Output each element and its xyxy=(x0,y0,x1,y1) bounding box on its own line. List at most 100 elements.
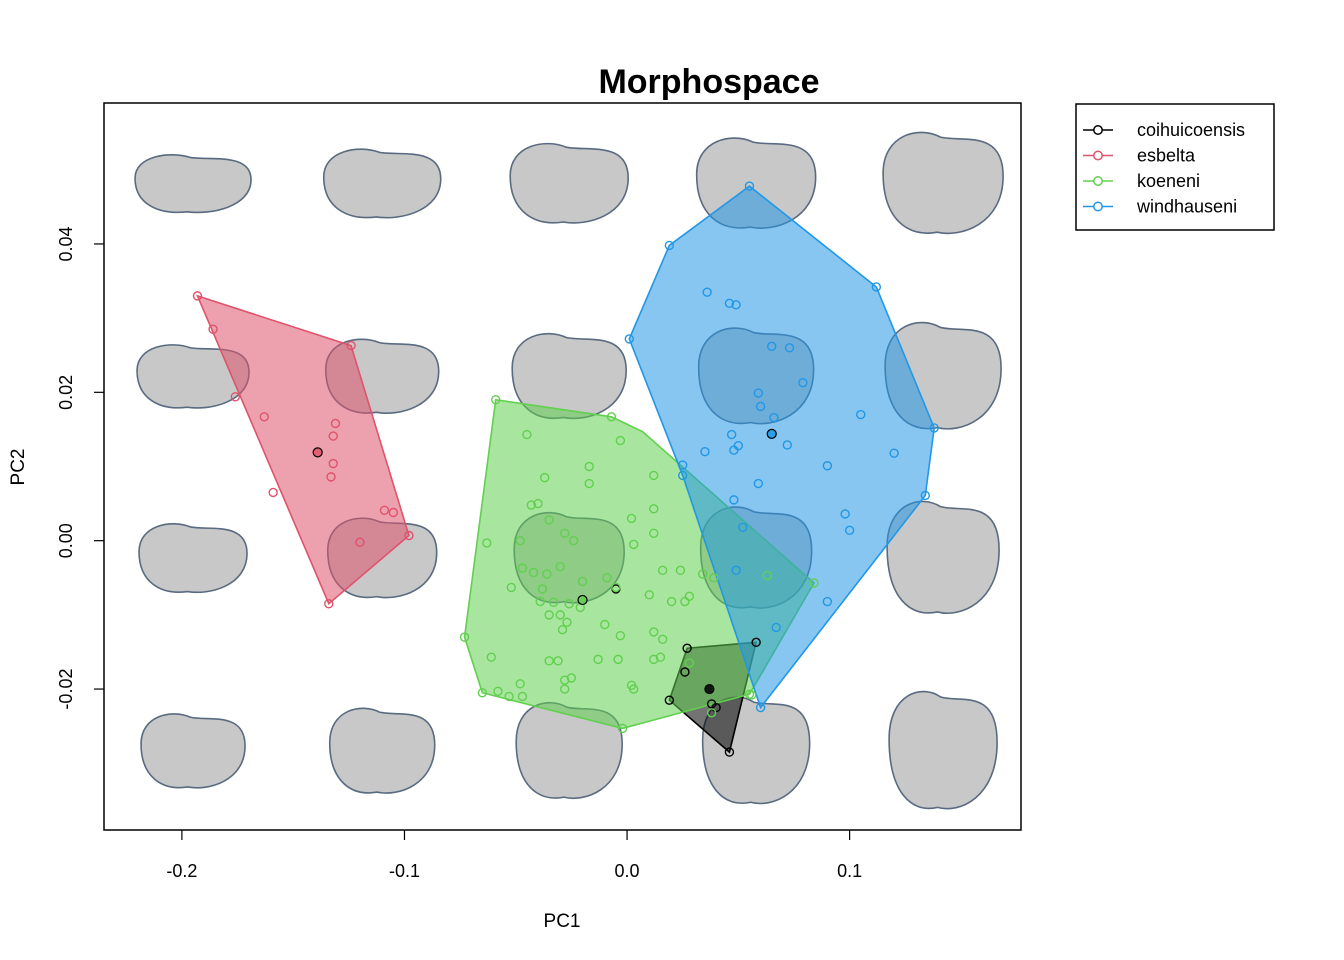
point-windhauseni xyxy=(822,596,833,607)
point-koeneni xyxy=(526,500,537,510)
centroid-esbelta xyxy=(312,447,323,458)
point-esbelta xyxy=(324,599,334,609)
centroid-windhauseni xyxy=(766,428,777,439)
background-shape xyxy=(328,707,436,794)
point-koeneni xyxy=(568,535,579,546)
point-koeneni xyxy=(560,528,570,538)
point-windhauseni xyxy=(726,429,737,440)
background-shape xyxy=(322,148,442,219)
point-koeneni xyxy=(657,634,668,645)
hull-koeneni xyxy=(463,398,816,730)
y-axis-label: PC2 xyxy=(8,449,29,486)
centroid-koeneni xyxy=(577,594,588,606)
point-koeneni xyxy=(655,652,666,662)
point-koeneni xyxy=(709,573,719,583)
point-koeneni xyxy=(544,515,554,525)
legend-marker-koeneni xyxy=(1093,176,1103,186)
point-windhauseni xyxy=(744,181,755,191)
point-windhauseni xyxy=(729,495,739,505)
point-koeneni xyxy=(548,597,559,607)
point-koeneni xyxy=(666,596,677,607)
point-koeneni xyxy=(553,656,563,666)
legend-frame xyxy=(1075,103,1275,231)
chart-title: Morphospace xyxy=(598,63,819,101)
point-koeneni xyxy=(515,535,525,546)
legend: coihuicoensis esbelta koeneni windhauseni xyxy=(1075,103,1275,231)
x-axis-label: PC1 xyxy=(544,911,581,932)
point-koeneni xyxy=(577,576,588,587)
point-esbelta xyxy=(379,505,390,515)
point-koeneni xyxy=(566,673,577,683)
point-koeneni xyxy=(698,569,708,579)
point-coihuicoensis xyxy=(706,699,717,709)
hull-windhauseni xyxy=(628,185,936,710)
point-koeneni xyxy=(611,582,621,593)
point-windhauseni xyxy=(784,343,795,353)
point-koeneni xyxy=(615,435,626,446)
centroid-coihuicoensis xyxy=(704,683,715,695)
legend-label-esbelta: esbelta xyxy=(1137,146,1196,166)
point-windhauseni xyxy=(731,565,741,576)
legend-marker-coihuicoensis xyxy=(1093,125,1103,135)
point-windhauseni xyxy=(767,341,777,352)
point-koeneni xyxy=(533,498,543,509)
point-koeneni xyxy=(657,565,668,576)
point-koeneni xyxy=(606,412,617,422)
point-koeneni xyxy=(522,429,532,440)
point-windhauseni xyxy=(738,522,748,533)
point-windhauseni xyxy=(731,300,741,310)
point-windhauseni xyxy=(929,423,939,433)
point-esbelta xyxy=(330,418,341,429)
point-koeneni xyxy=(539,472,550,483)
point-windhauseni xyxy=(782,440,792,450)
x-tick-label: -0.1 xyxy=(389,861,420,881)
point-windhauseni xyxy=(700,446,710,457)
y-tick-label: -0.02 xyxy=(56,669,76,710)
point-koeneni xyxy=(542,569,552,579)
point-koeneni xyxy=(555,610,565,620)
point-koeneni xyxy=(459,632,470,642)
background-shape xyxy=(882,131,1004,235)
point-koeneni xyxy=(544,656,554,666)
legend-label-koeneni: koeneni xyxy=(1137,171,1200,191)
point-coihuicoensis xyxy=(664,695,675,705)
y-tick-label: 0.04 xyxy=(56,226,76,261)
background-shape xyxy=(888,690,998,810)
point-windhauseni xyxy=(753,478,764,489)
point-koeneni xyxy=(493,686,503,696)
point-koeneni xyxy=(504,691,514,702)
background-shape xyxy=(138,523,248,594)
legend-label-windhauseni: windhauseni xyxy=(1136,197,1237,217)
x-tick-label: 0.1 xyxy=(837,861,862,881)
point-windhauseni xyxy=(753,388,764,398)
point-koeneni xyxy=(684,591,695,602)
point-koeneni xyxy=(515,679,525,689)
point-esbelta xyxy=(208,324,218,334)
point-koeneni xyxy=(762,570,772,581)
point-koeneni xyxy=(562,617,572,627)
point-esbelta xyxy=(328,431,338,441)
point-koeneni xyxy=(555,561,565,572)
x-tick-label: 0.0 xyxy=(615,861,640,881)
point-koeneni xyxy=(649,504,659,514)
point-windhauseni xyxy=(889,448,899,458)
legend-marker-esbelta xyxy=(1093,150,1103,161)
point-esbelta xyxy=(230,392,241,402)
point-koeneni xyxy=(615,630,626,641)
point-koeneni xyxy=(617,723,628,734)
point-koeneni xyxy=(584,461,594,472)
point-windhauseni xyxy=(724,298,735,308)
background-shape xyxy=(509,142,629,224)
point-esbelta xyxy=(404,530,414,541)
point-koeneni xyxy=(649,528,659,538)
point-windhauseni xyxy=(798,377,808,388)
y-axis: -0.02 0.00 0.02 0.04 xyxy=(56,226,104,710)
point-koeneni xyxy=(593,654,603,665)
point-koeneni xyxy=(644,590,655,600)
point-esbelta xyxy=(388,507,399,518)
point-windhauseni xyxy=(755,401,766,412)
legend-marker-windhauseni xyxy=(1093,201,1103,212)
point-windhauseni xyxy=(920,490,930,501)
point-windhauseni xyxy=(677,460,688,470)
point-koeneni xyxy=(486,652,496,662)
